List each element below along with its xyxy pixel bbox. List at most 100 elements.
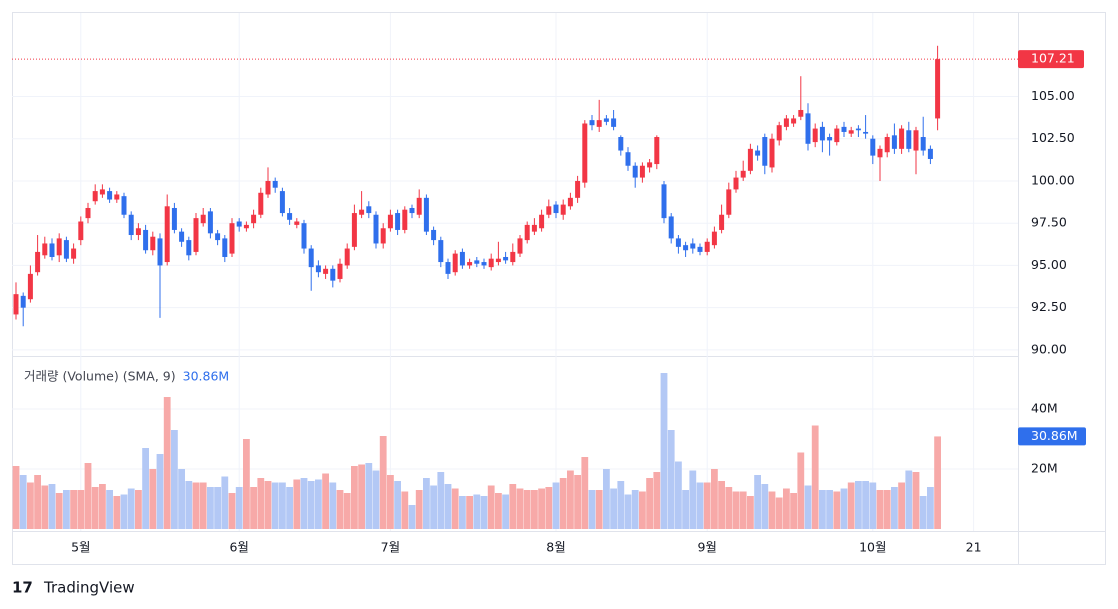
candle-body xyxy=(690,243,696,249)
candle-body xyxy=(683,245,689,251)
candle-body xyxy=(452,253,458,273)
volume-bar xyxy=(437,472,445,529)
candle-body xyxy=(819,126,825,141)
candle-body xyxy=(387,214,393,229)
candle-body xyxy=(114,194,120,200)
candle-body xyxy=(128,214,134,236)
candle-body xyxy=(704,241,710,252)
candle-body xyxy=(20,295,26,308)
y-tick-label: 20M xyxy=(1031,461,1058,476)
volume-badge-label: 30.86M xyxy=(1031,428,1078,443)
volume-bar xyxy=(271,482,279,529)
volume-bar xyxy=(631,490,639,529)
candle-body xyxy=(632,165,638,178)
candle-body xyxy=(272,180,278,188)
volume-bar xyxy=(660,373,668,529)
candle-body xyxy=(661,184,667,219)
candle-body xyxy=(733,177,739,190)
volume-bar xyxy=(639,491,646,529)
candle-body xyxy=(380,228,386,244)
volume-bar xyxy=(819,490,826,529)
volume-bar xyxy=(315,479,322,529)
candle-body xyxy=(611,118,617,127)
volume-bar xyxy=(581,457,589,529)
candle-body xyxy=(560,204,566,215)
volume-bar xyxy=(415,490,423,529)
candle-body xyxy=(711,231,717,246)
candle-body xyxy=(229,223,235,254)
volume-bar xyxy=(300,478,308,529)
candle-body xyxy=(647,162,653,168)
volume-bar xyxy=(12,466,20,529)
volume-bar xyxy=(264,481,272,529)
candle-body xyxy=(841,126,847,132)
brand[interactable]: TradingView xyxy=(43,579,135,597)
volume-bar xyxy=(675,461,682,529)
candle-body xyxy=(315,265,321,273)
volume-bar xyxy=(603,469,610,529)
volume-bar xyxy=(41,485,49,529)
volume-bar xyxy=(372,470,380,529)
candle-body xyxy=(582,123,588,183)
candle-body xyxy=(215,233,221,241)
candle-body xyxy=(503,256,509,261)
candle-body xyxy=(308,248,314,268)
volume-bar xyxy=(394,481,401,529)
volume-bar xyxy=(279,482,286,529)
volume-bar xyxy=(754,475,761,529)
volume-bar xyxy=(682,490,689,529)
volume-bar xyxy=(811,425,819,529)
candle-body xyxy=(848,130,854,134)
candle-body xyxy=(171,207,177,230)
volume-bar xyxy=(610,488,617,529)
candle-body xyxy=(654,137,660,165)
candle-body xyxy=(697,246,703,252)
candle-body xyxy=(812,128,818,143)
candle-body xyxy=(157,238,163,266)
volume-bar xyxy=(221,476,229,529)
volume-bar xyxy=(307,481,315,529)
candle-body xyxy=(85,207,91,219)
candle-body xyxy=(222,238,228,257)
candle-body xyxy=(675,238,681,247)
volume-bar xyxy=(689,470,697,529)
volume-bar xyxy=(732,491,740,529)
volume-bar xyxy=(502,494,509,529)
volume-bar xyxy=(523,490,531,529)
volume-bar xyxy=(336,490,344,529)
candle-body xyxy=(279,191,285,214)
candle-body xyxy=(236,221,242,227)
volume-bar xyxy=(725,487,733,529)
x-tick-label: 9월 xyxy=(697,540,716,555)
volume-bar xyxy=(293,479,301,529)
candle-body xyxy=(107,191,113,200)
logo[interactable]: 17 TradingView xyxy=(12,579,135,597)
candle-body xyxy=(762,137,768,166)
x-tick-label: 7월 xyxy=(381,540,400,555)
volume-badge xyxy=(1018,427,1086,446)
candle-body xyxy=(409,207,415,214)
volume-bar xyxy=(379,436,387,529)
candle-body xyxy=(855,128,861,131)
candle-body xyxy=(287,213,293,220)
candle-body xyxy=(474,260,480,264)
candle-body xyxy=(899,128,905,149)
candle-body xyxy=(207,211,213,234)
volume-bar xyxy=(77,490,85,529)
volume-bar xyxy=(430,485,437,529)
candle-body xyxy=(747,148,753,171)
volume-bar xyxy=(531,490,538,529)
volume-bar xyxy=(322,473,329,529)
volume-bar xyxy=(466,496,473,529)
volume-bar xyxy=(595,490,603,529)
volume-bar xyxy=(790,493,797,529)
volume-bar xyxy=(797,452,805,529)
candle-body xyxy=(920,137,926,151)
volume-bar xyxy=(703,482,711,529)
logo-mark: 17 xyxy=(12,579,33,597)
volume-bar xyxy=(185,481,193,529)
volume-bar xyxy=(516,488,524,529)
volume-bar xyxy=(163,397,171,529)
volume-bar xyxy=(855,481,862,529)
